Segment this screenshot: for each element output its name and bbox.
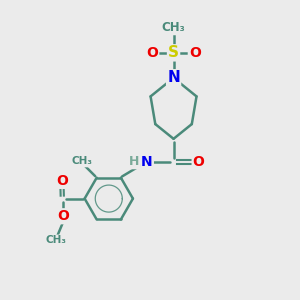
Text: CH₃: CH₃ <box>162 21 185 34</box>
Text: O: O <box>146 46 158 60</box>
Text: O: O <box>193 155 205 169</box>
Text: S: S <box>168 45 179 60</box>
Text: CH₃: CH₃ <box>46 236 67 245</box>
Text: N: N <box>167 70 180 86</box>
Text: N: N <box>141 155 153 169</box>
Text: H: H <box>129 155 140 168</box>
Text: O: O <box>56 174 68 188</box>
Text: N: N <box>167 70 180 86</box>
Text: O: O <box>189 46 201 60</box>
Text: CH₃: CH₃ <box>71 157 92 166</box>
Text: O: O <box>58 209 69 223</box>
